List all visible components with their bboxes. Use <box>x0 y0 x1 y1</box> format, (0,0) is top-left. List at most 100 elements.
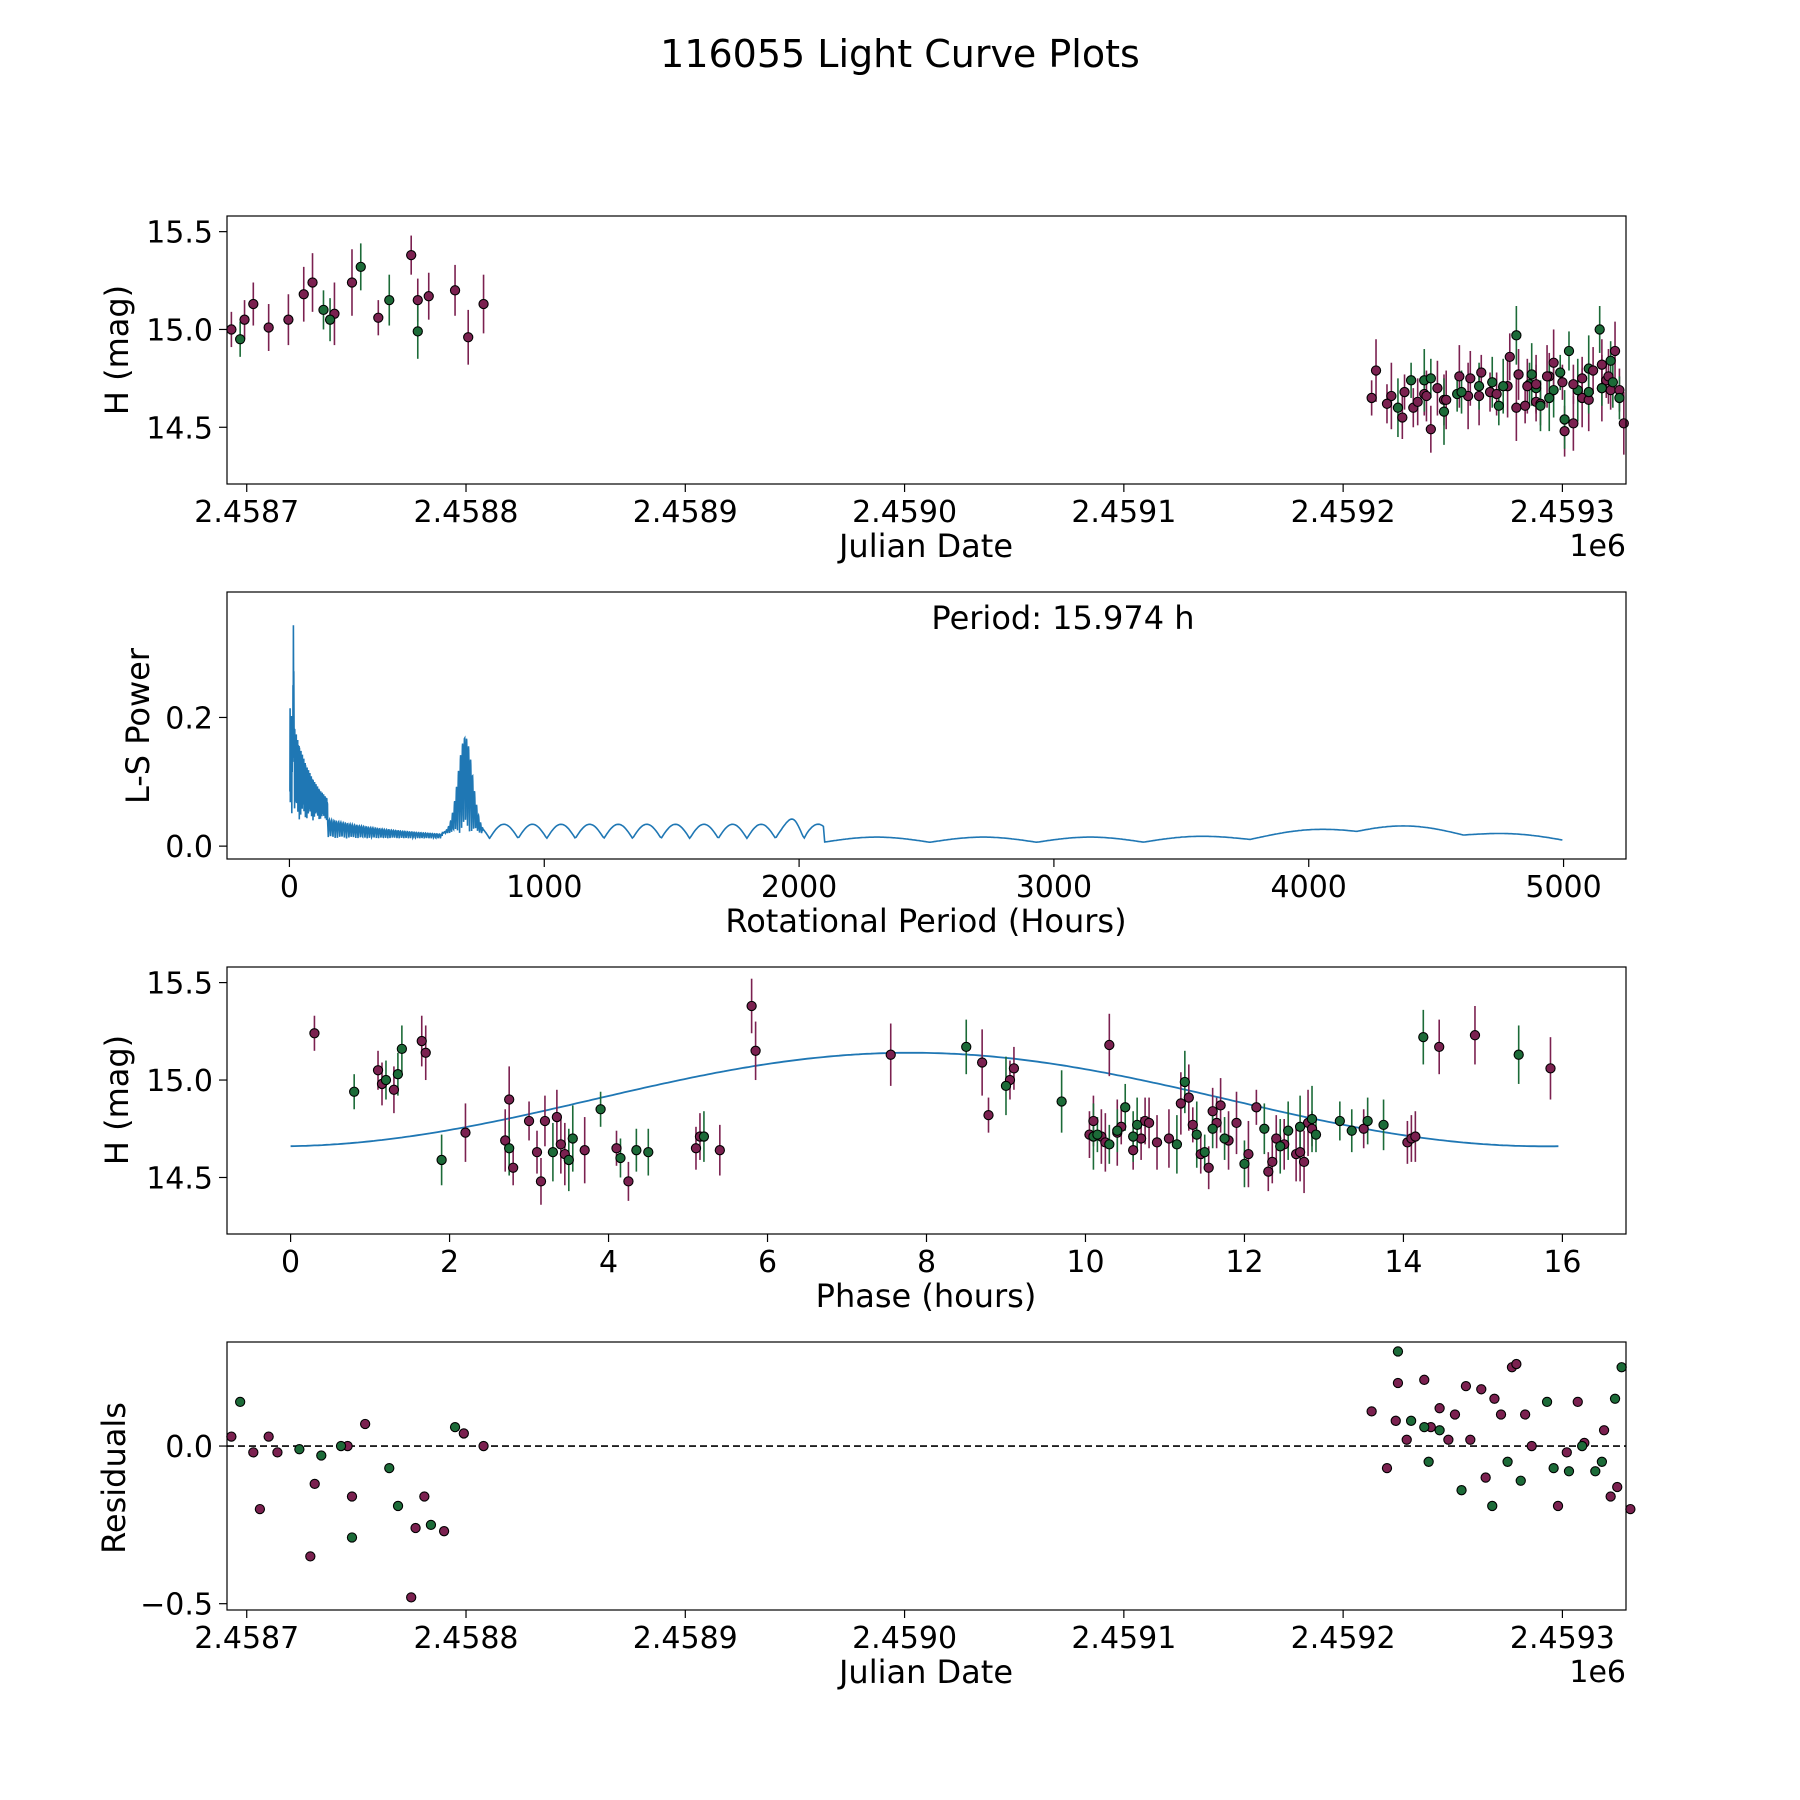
ph-data-point <box>547 1146 559 1158</box>
lc-data-point <box>1438 406 1450 417</box>
ph-data-point <box>1183 1092 1194 1103</box>
lc-data-point <box>1544 392 1555 404</box>
ph-data-point <box>746 1000 757 1012</box>
ph-data-point <box>1513 1049 1524 1060</box>
panel-lightcurve: 2.4587 2.4588 2.4589 2.4590 2.4591 2.4592 2.45… <box>98 215 1629 565</box>
res-data-point <box>384 1462 395 1474</box>
res-data-point <box>419 1491 430 1502</box>
ph-data-point <box>643 1146 654 1158</box>
ph-data-point <box>1275 1141 1286 1152</box>
ph-data-point <box>1306 1113 1318 1125</box>
res-data-point <box>1616 1362 1627 1373</box>
res-data-point <box>316 1450 327 1461</box>
res-data-point <box>1561 1447 1572 1458</box>
ph-data-point <box>961 1041 972 1053</box>
ph-data-point <box>1203 1162 1214 1173</box>
ph-ytick-label: 14.5 <box>146 1161 213 1196</box>
res-data-point <box>410 1522 421 1534</box>
lc-data-point <box>1432 382 1443 394</box>
res-data-point <box>1489 1393 1500 1404</box>
res-data-point <box>1423 1456 1434 1467</box>
lc-data-point <box>1559 426 1570 437</box>
res-data-point <box>346 1532 358 1543</box>
ph-data-point <box>1191 1129 1202 1140</box>
ph-data-point <box>1088 1115 1099 1127</box>
lc-ytick-label: 15.0 <box>146 313 213 348</box>
lc-data-point <box>1399 386 1410 398</box>
lc-data-point <box>1618 418 1629 429</box>
lc-data-point <box>355 261 366 273</box>
res-data-point <box>1596 1456 1608 1467</box>
residuals-xlabel: Julian Date <box>837 1653 1013 1691</box>
lc-data-point <box>1405 375 1417 386</box>
res-data-point <box>438 1526 450 1537</box>
res-data-point <box>1487 1500 1498 1512</box>
res-xtick-label: 2.4592 <box>1291 1621 1396 1656</box>
ph-data-point <box>1434 1041 1445 1053</box>
lc-data-point <box>1548 357 1559 368</box>
panel-periodogram: 0 1000 2000 3000 4000 5000 0.0 0.2 Period: 15.9… <box>119 591 1627 940</box>
phased-xlabel: Phase (hours) <box>816 1277 1037 1315</box>
ph-data-point <box>615 1152 626 1164</box>
res-data-point <box>1515 1475 1526 1486</box>
lc-data-point <box>1530 379 1542 390</box>
res-data-point <box>305 1551 316 1562</box>
ls-xtick-label: 2000 <box>761 870 837 905</box>
ph-xtick-label: 4 <box>599 1245 618 1280</box>
res-data-point <box>1612 1481 1623 1493</box>
ph-data-point <box>392 1069 404 1080</box>
ph-data-point <box>623 1176 634 1187</box>
res-data-point <box>1390 1415 1401 1426</box>
ph-xtick-label: 2 <box>440 1245 459 1280</box>
lightcurve-ylabel: H (mag) <box>98 285 136 415</box>
ph-data-point <box>1199 1146 1210 1158</box>
lc-data-point <box>298 289 309 300</box>
lc-data-point <box>248 298 259 310</box>
lightcurve-offset-label: 1e6 <box>1569 529 1626 564</box>
res-data-point <box>1419 1374 1430 1385</box>
res-data-point <box>1495 1409 1507 1420</box>
lc-data-point <box>346 277 358 288</box>
res-data-point <box>1590 1466 1601 1477</box>
ls-xtick-label: 0 <box>280 870 299 905</box>
ph-data-point <box>1219 1133 1230 1144</box>
res-data-point <box>1381 1462 1393 1474</box>
ph-data-point <box>1179 1076 1190 1088</box>
lightcurve-axes-frame <box>226 215 1627 485</box>
res-data-point <box>254 1503 266 1515</box>
res-xtick-label: 2.4590 <box>852 1621 957 1656</box>
ph-data-point <box>1243 1148 1254 1160</box>
residuals-offset-label: 1e6 <box>1569 1655 1626 1690</box>
ph-data-point <box>579 1145 590 1156</box>
res-data-point <box>458 1428 469 1439</box>
ph-data-point <box>1112 1125 1123 1136</box>
res-data-point <box>1401 1434 1412 1445</box>
res-data-point <box>1449 1409 1461 1420</box>
ph-data-point <box>504 1094 515 1105</box>
phased-fit-curve <box>290 1051 1559 1148</box>
ph-data-point <box>1207 1106 1218 1117</box>
lc-data-point <box>1392 402 1404 413</box>
res-data-point <box>235 1396 246 1408</box>
ph-data-point <box>1294 1121 1306 1132</box>
ph-data-point <box>983 1109 994 1121</box>
ph-data-point <box>698 1131 710 1142</box>
ls-xtick-label: 4000 <box>1271 870 1347 905</box>
panel-residuals: 2.4587 2.4588 2.4589 2.4590 2.4591 2.4592 2.45… <box>95 1341 1636 1691</box>
ph-data-point <box>1008 1063 1020 1074</box>
lc-xtick-label: 2.4589 <box>633 495 738 530</box>
res-data-point <box>1609 1393 1621 1404</box>
ph-data-point <box>388 1084 400 1095</box>
lc-data-point <box>1412 396 1423 407</box>
lc-data-point <box>1491 388 1502 400</box>
lc-data-point <box>324 314 336 325</box>
lc-data-point <box>1454 371 1465 382</box>
res-data-point <box>1576 1440 1588 1452</box>
lc-data-point <box>226 324 237 335</box>
lc-xtick-label: 2.4590 <box>852 495 957 530</box>
lc-data-point <box>1386 390 1397 402</box>
lc-ytick-label: 15.5 <box>146 216 213 251</box>
ph-xtick-label: 10 <box>1066 1245 1104 1280</box>
res-data-point <box>335 1440 347 1452</box>
lightcurve-xlabel: Julian Date <box>837 527 1013 565</box>
